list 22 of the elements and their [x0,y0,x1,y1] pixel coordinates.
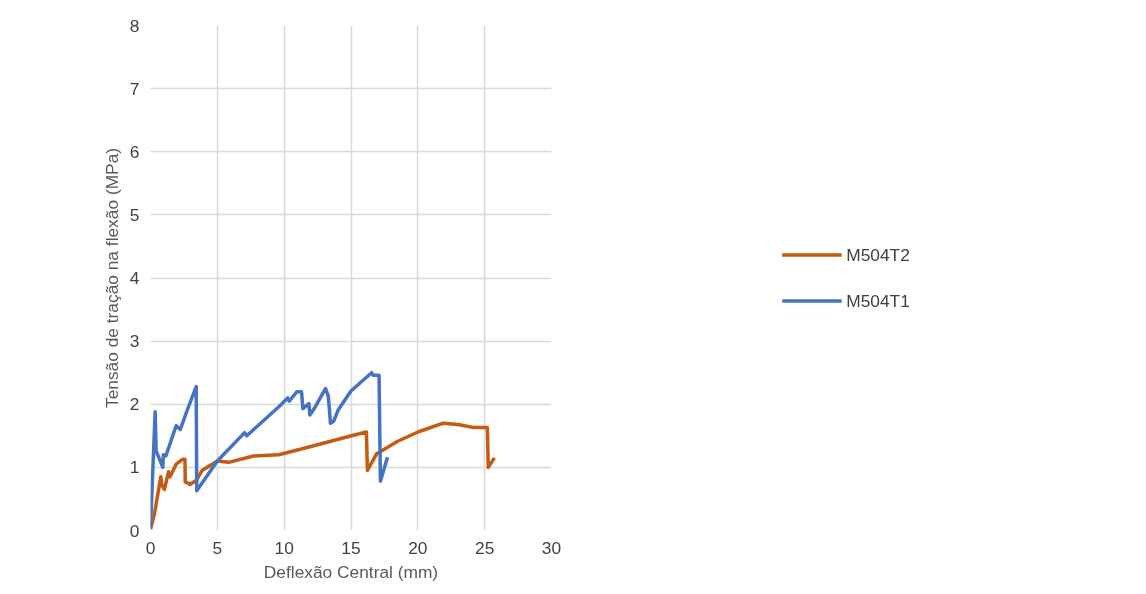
line-series [150,421,497,531]
legend-label: M504T2 [846,244,910,265]
line-series [150,370,390,530]
x-tick-label: 20 [408,537,428,558]
x-tick-label: 15 [341,537,361,558]
y-tick-label: 3 [129,331,140,352]
y-tick-label: 8 [129,15,140,36]
x-tick-label: 25 [475,537,495,558]
y-tick-label: 6 [129,141,140,162]
x-tick-label: 5 [212,537,223,558]
y-axis-title: Tensão de tração na flexão (MPa) [101,147,122,409]
y-tick-label: 7 [129,78,140,99]
y-tick-label: 0 [129,520,140,541]
y-tick-label: 4 [129,268,140,288]
x-tick-label: 30 [541,537,562,558]
x-tick-label: 0 [145,537,156,558]
y-tick-label: 5 [129,204,140,225]
x-tick-label: 10 [274,537,294,558]
y-tick-label: 1 [129,457,140,478]
x-axis-title: Deflexão Central (mm) [263,561,439,582]
y-tick-label: 2 [129,394,140,415]
legend-label: M504T1 [846,290,910,311]
